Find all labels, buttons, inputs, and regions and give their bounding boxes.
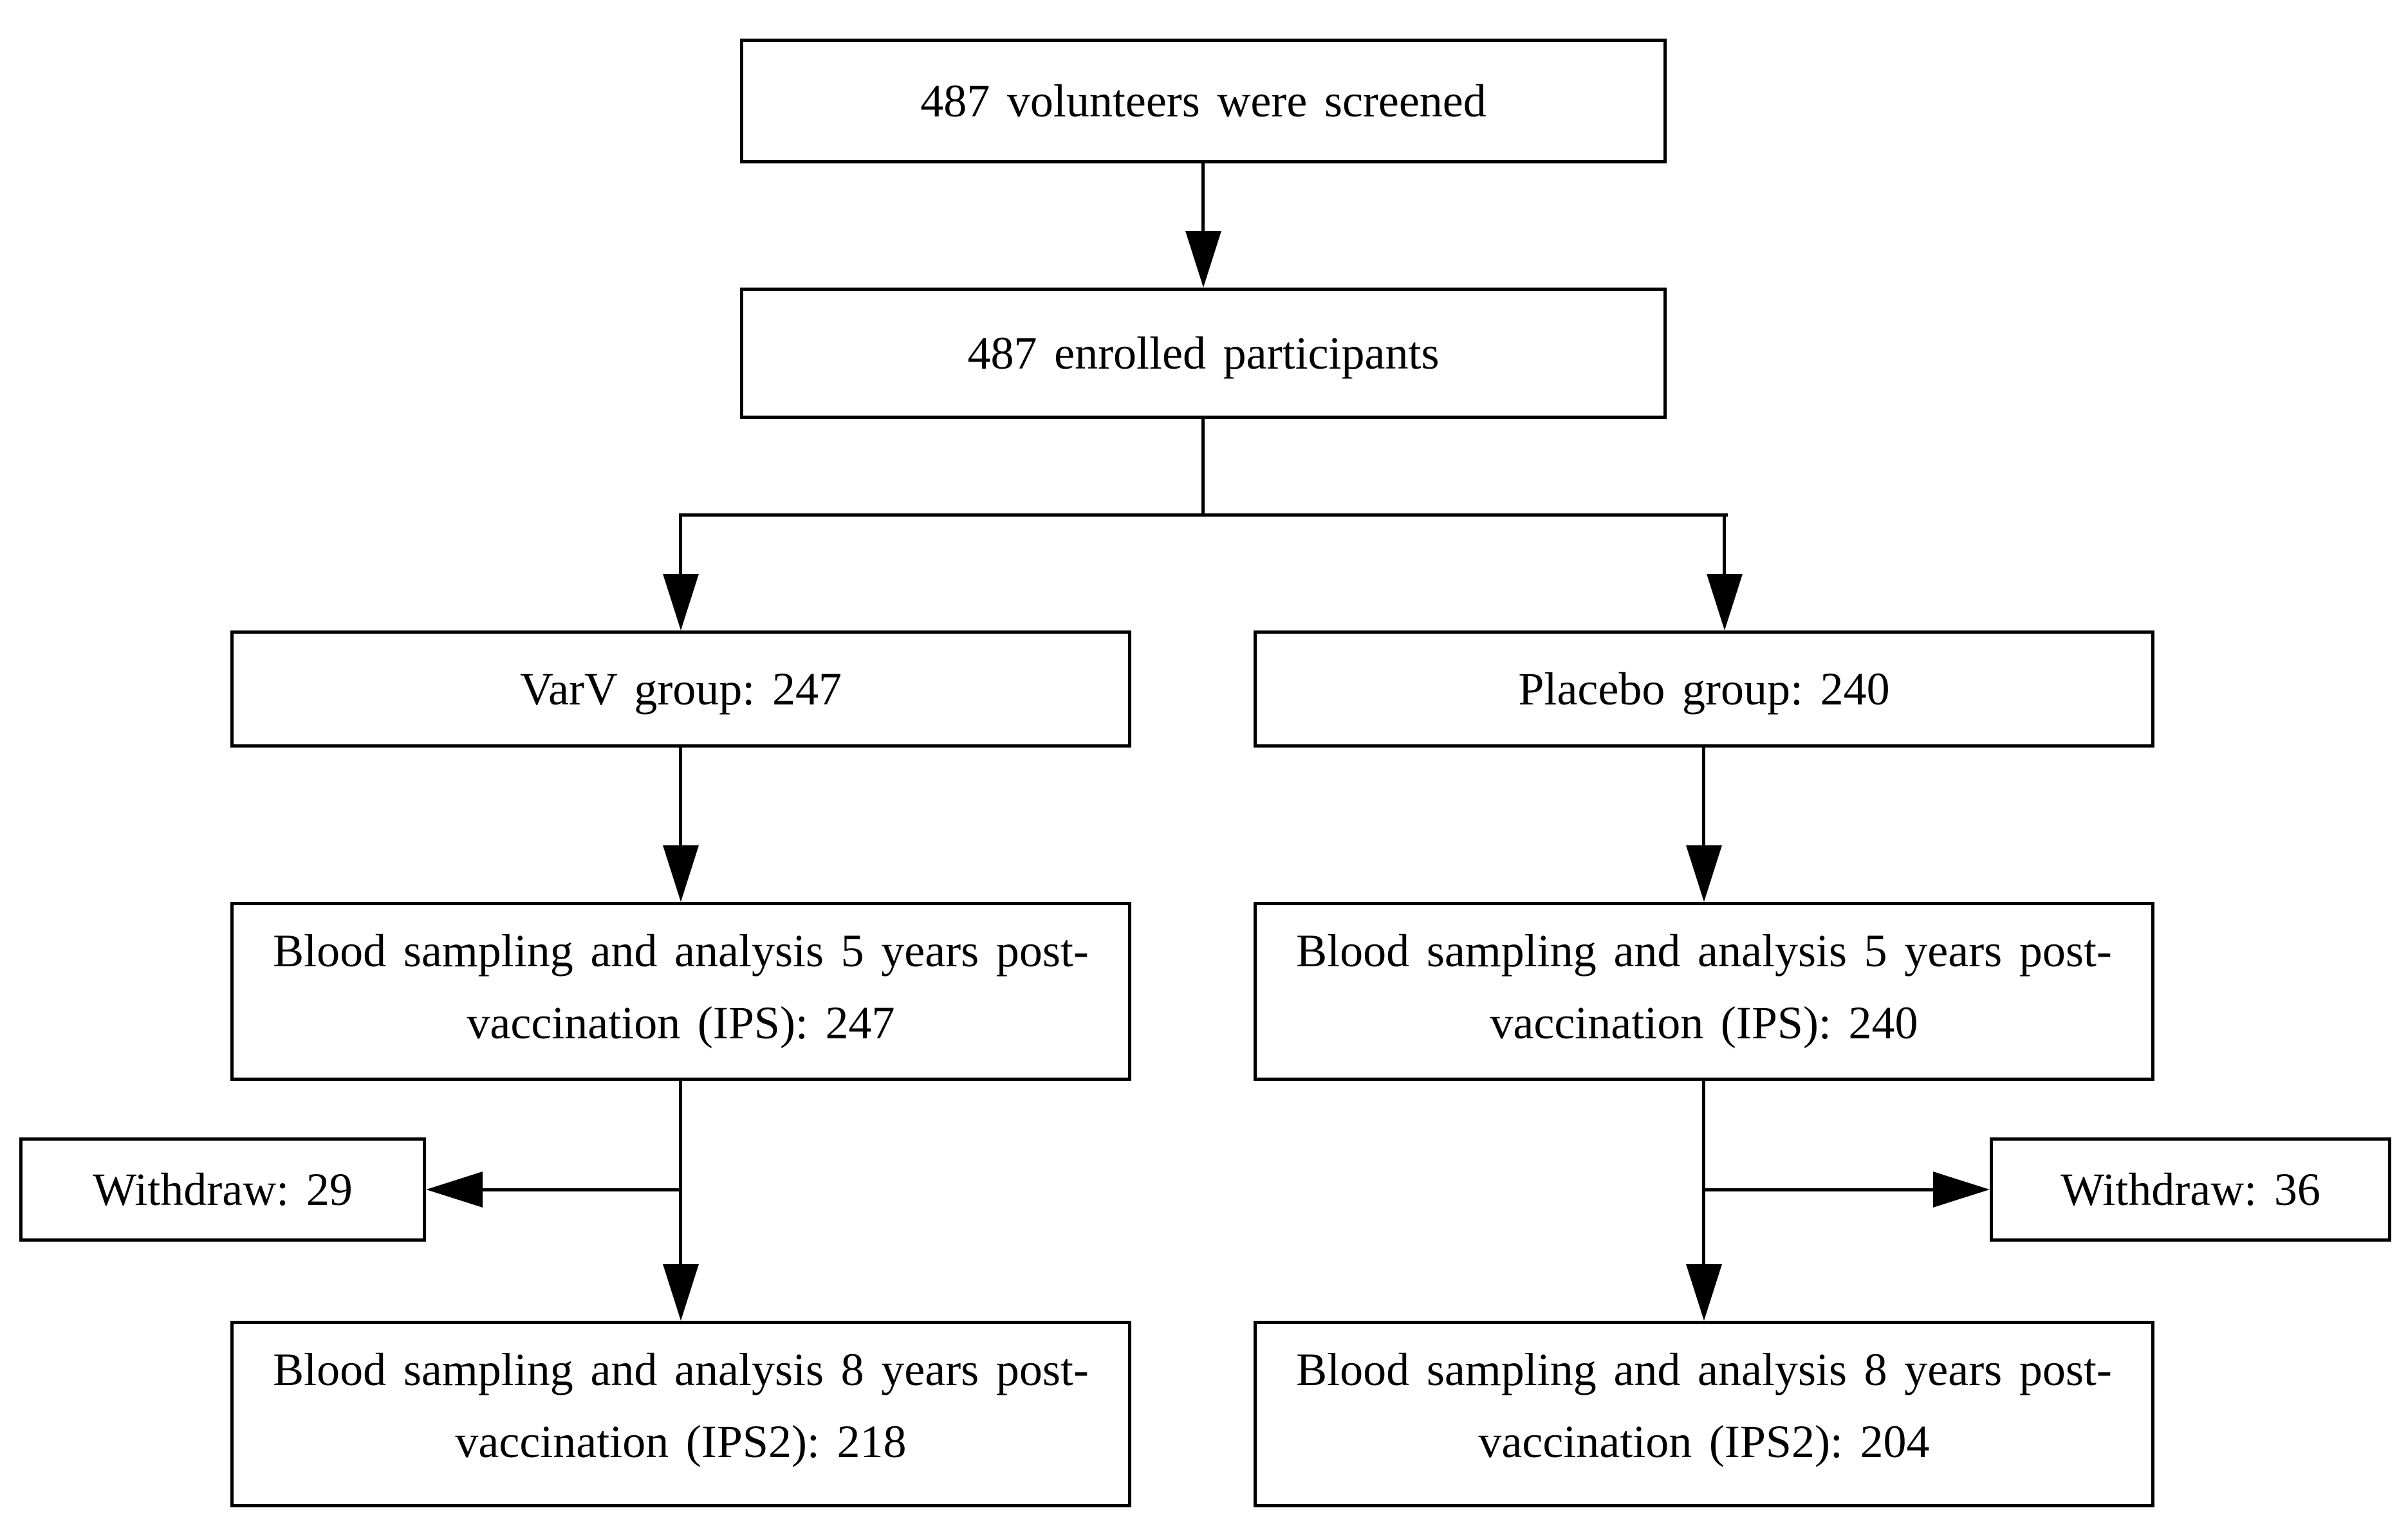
arrow-down-icon [663, 574, 699, 630]
node-placebo-ips2: Blood sampling and analysis 8 years post… [1254, 1321, 2154, 1507]
node-varv-ips-line1: Blood sampling and analysis 5 years post… [273, 925, 1089, 977]
connector-split-left-drop [679, 513, 682, 575]
node-withdraw-varv: Withdraw: 29 [19, 1137, 426, 1242]
node-placebo-ips-line1: Blood sampling and analysis 5 years post… [1296, 925, 2112, 977]
node-placebo-ips2-line1: Blood sampling and analysis 8 years post… [1296, 1344, 2112, 1395]
node-screened: 487 volunteers were screened [740, 39, 1667, 163]
node-withdraw-placebo-label: Withdraw: 36 [2061, 1164, 2320, 1215]
connector-split-horizontal [679, 513, 1728, 517]
node-placebo-group: Placebo group: 240 [1254, 630, 2154, 748]
connector-varv-ips2 [679, 1081, 682, 1267]
node-varv-ips2-line1: Blood sampling and analysis 8 years post… [273, 1344, 1089, 1395]
arrow-right-icon [1933, 1172, 1990, 1208]
node-varv-ips2-line2: vaccination (IPS2): 218 [455, 1415, 907, 1467]
arrow-down-icon [1707, 574, 1743, 630]
connector-withdraw-placebo [1704, 1188, 1934, 1191]
arrow-down-icon [663, 1264, 699, 1321]
connector-varv-ips [679, 748, 682, 848]
node-screened-label: 487 volunteers were screened [920, 75, 1486, 127]
arrow-down-icon [1185, 231, 1221, 288]
arrow-down-icon [1686, 1264, 1722, 1321]
node-placebo-group-label: Placebo group: 240 [1518, 663, 1890, 715]
node-varv-ips: Blood sampling and analysis 5 years post… [230, 902, 1131, 1081]
arrow-down-icon [1686, 845, 1722, 902]
connector-withdraw-varv [481, 1188, 681, 1191]
connector-screened-enrolled [1201, 163, 1205, 234]
node-varv-ips-line2: vaccination (IPS): 247 [467, 997, 895, 1049]
node-varv-group: VarV group: 247 [230, 630, 1131, 748]
arrow-down-icon [663, 845, 699, 902]
connector-split-right-drop [1723, 513, 1726, 575]
arrow-left-icon [426, 1172, 483, 1208]
node-withdraw-varv-label: Withdraw: 29 [93, 1164, 353, 1215]
node-placebo-ips2-line2: vaccination (IPS2): 204 [1478, 1415, 1930, 1467]
node-placebo-ips-line2: vaccination (IPS): 240 [1490, 997, 1918, 1049]
node-enrolled: 487 enrolled participants [740, 288, 1667, 419]
connector-placebo-ips [1702, 748, 1705, 848]
node-varv-ips2: Blood sampling and analysis 8 years post… [230, 1321, 1131, 1507]
node-withdraw-placebo: Withdraw: 36 [1990, 1137, 2391, 1242]
connector-placebo-ips2 [1702, 1081, 1705, 1267]
connector-enrolled-stem [1201, 419, 1205, 515]
node-placebo-ips: Blood sampling and analysis 5 years post… [1254, 902, 2154, 1081]
node-varv-group-label: VarV group: 247 [520, 663, 842, 715]
node-enrolled-label: 487 enrolled participants [967, 327, 1440, 379]
